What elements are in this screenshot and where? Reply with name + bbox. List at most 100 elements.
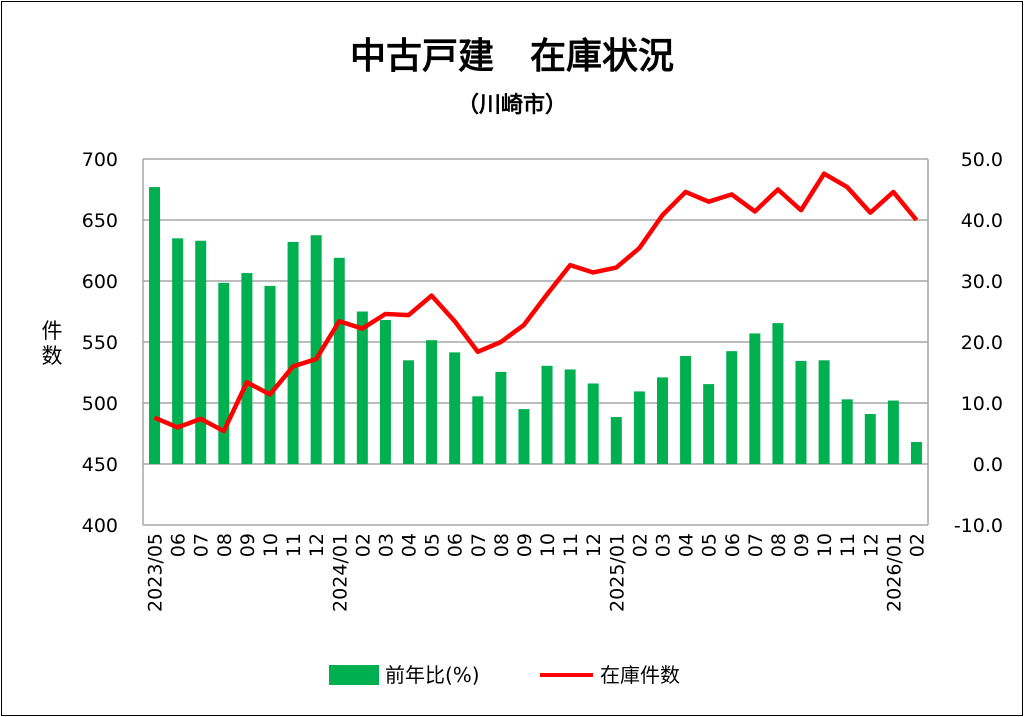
bar (218, 282, 230, 464)
x-tick-label: 06 (168, 533, 190, 557)
y-right-tick-label: 0.0 (973, 454, 1003, 476)
bar (887, 400, 899, 464)
y-axis-label-char: 数 (42, 344, 63, 368)
inventory-line (153, 171, 919, 434)
bar (818, 360, 830, 464)
bar (841, 399, 853, 464)
x-tick-label: 10 (814, 533, 836, 557)
line-point (154, 417, 156, 419)
x-tick-label: 08 (214, 533, 236, 557)
x-tick-label: 2026/01 (883, 533, 905, 612)
bar (749, 333, 761, 464)
line-point (569, 264, 571, 266)
bar (195, 240, 207, 464)
bar (287, 241, 299, 464)
line-point (661, 214, 663, 216)
x-tick-label: 08 (768, 533, 790, 557)
x-tick-label: 03 (652, 533, 674, 557)
bar (426, 340, 438, 464)
bar (564, 369, 576, 464)
line-point (408, 314, 410, 316)
bar (541, 365, 553, 464)
x-tick-label: 06 (445, 533, 467, 557)
y-right-tick-label: 50.0 (961, 149, 1003, 171)
legend-bar-swatch (329, 665, 379, 685)
x-tick-label: 06 (722, 533, 744, 557)
legend-bar-label: 前年比(%) (385, 663, 480, 687)
y-tick-label: 700 (82, 149, 118, 171)
x-tick-label: 11 (837, 533, 859, 557)
legend-line-label: 在庫件数 (600, 663, 680, 687)
bar (518, 409, 530, 464)
x-tick-label: 2024/01 (329, 533, 351, 612)
line-point (685, 191, 687, 193)
line-point (431, 295, 433, 297)
chart-title: 中古戸建 在庫状況 (350, 36, 674, 77)
y-right-tick-label: -10.0 (954, 515, 1003, 537)
x-tick-label: 09 (514, 533, 536, 557)
y-tick-label: 550 (82, 332, 118, 354)
line-point (638, 247, 640, 249)
line-point (915, 219, 917, 221)
x-tick-label: 12 (583, 533, 605, 557)
bar (587, 383, 599, 464)
bar (310, 235, 322, 464)
x-tick-label: 09 (237, 533, 259, 557)
y-right-tick-label: 20.0 (961, 332, 1003, 354)
x-tick-label: 07 (468, 533, 490, 557)
x-tick-label: 04 (399, 533, 421, 557)
y-tick-label: 450 (82, 454, 118, 476)
y-right-tick-label: 10.0 (961, 393, 1003, 415)
x-tick-label: 07 (745, 533, 767, 557)
line-point (754, 210, 756, 212)
line-point (384, 313, 386, 315)
line-point (592, 271, 594, 273)
bar (680, 356, 692, 464)
x-tick-label: 02 (352, 533, 374, 557)
line-point (800, 209, 802, 211)
line-point (523, 324, 525, 326)
y-right-tick-label: 30.0 (961, 271, 1003, 293)
line-point (292, 365, 294, 367)
x-tick-label: 08 (491, 533, 513, 557)
line-point (869, 212, 871, 214)
legend: 前年比(%) 在庫件数 (329, 663, 680, 687)
line-point (246, 381, 248, 383)
line-point (823, 173, 825, 175)
x-tick-label: 05 (699, 533, 721, 557)
bar (333, 257, 345, 464)
y-tick-label: 650 (82, 210, 118, 232)
x-tick-label: 11 (560, 533, 582, 557)
y-tick-label: 400 (82, 515, 118, 537)
x-tick-label: 07 (191, 533, 213, 557)
bar (403, 360, 415, 464)
line-point (223, 430, 225, 432)
bar (149, 187, 161, 464)
x-tick-label: 12 (306, 533, 328, 557)
line-point (731, 193, 733, 195)
line-point (892, 191, 894, 193)
bar (633, 391, 645, 464)
y-right-tick-label: 40.0 (961, 210, 1003, 232)
bar (172, 238, 184, 464)
bar (379, 320, 391, 464)
line-point (500, 341, 502, 343)
line-point (315, 358, 317, 360)
x-tick-label: 02 (906, 533, 928, 557)
x-tick-label: 02 (629, 533, 651, 557)
bar (472, 396, 484, 464)
bar (772, 323, 784, 464)
bar (264, 285, 276, 464)
bar (703, 384, 715, 464)
bar (656, 377, 668, 464)
bar (241, 273, 253, 464)
line-point (338, 320, 340, 322)
line-point (177, 426, 179, 428)
line-point (546, 293, 548, 295)
y-tick-label: 600 (82, 271, 118, 293)
x-tick-label: 2025/01 (606, 533, 628, 612)
line-point (615, 267, 617, 269)
x-tick-label: 11 (283, 533, 305, 557)
bar (356, 311, 368, 464)
